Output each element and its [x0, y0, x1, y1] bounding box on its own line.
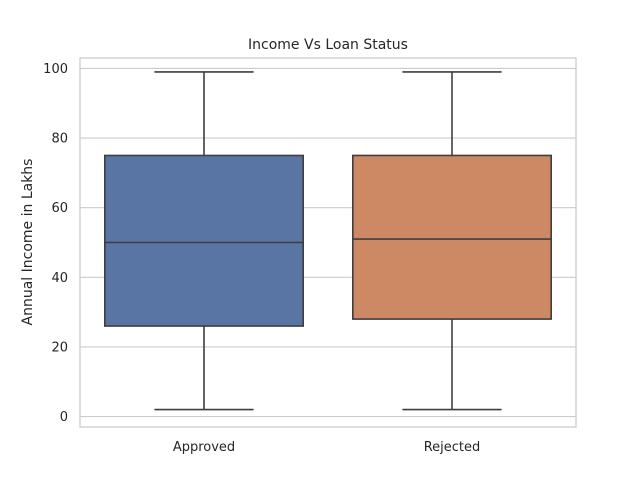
y-tick-label: 100 [43, 62, 68, 77]
y-axis-label: Annual Income in Lakhs [20, 159, 36, 326]
y-tick-label: 20 [51, 340, 68, 355]
iqr-box [104, 154, 304, 327]
box-rejected [351, 71, 552, 411]
plot-frame [79, 57, 577, 428]
x-tick-label: Approved [173, 440, 235, 455]
y-tick-label: 0 [60, 410, 68, 425]
x-tick-labels: Approved Rejected [173, 440, 480, 455]
y-tick-label: 40 [51, 271, 68, 286]
chart-title: Income Vs Loan Status [248, 37, 408, 53]
y-tick-labels: 0 20 40 60 80 100 [43, 62, 68, 425]
box-approved [104, 71, 304, 411]
boxes [104, 71, 552, 411]
iqr-box [351, 154, 552, 320]
x-tick-label: Rejected [424, 440, 481, 455]
y-tick-label: 60 [51, 201, 68, 216]
y-tick-label: 80 [51, 132, 68, 147]
